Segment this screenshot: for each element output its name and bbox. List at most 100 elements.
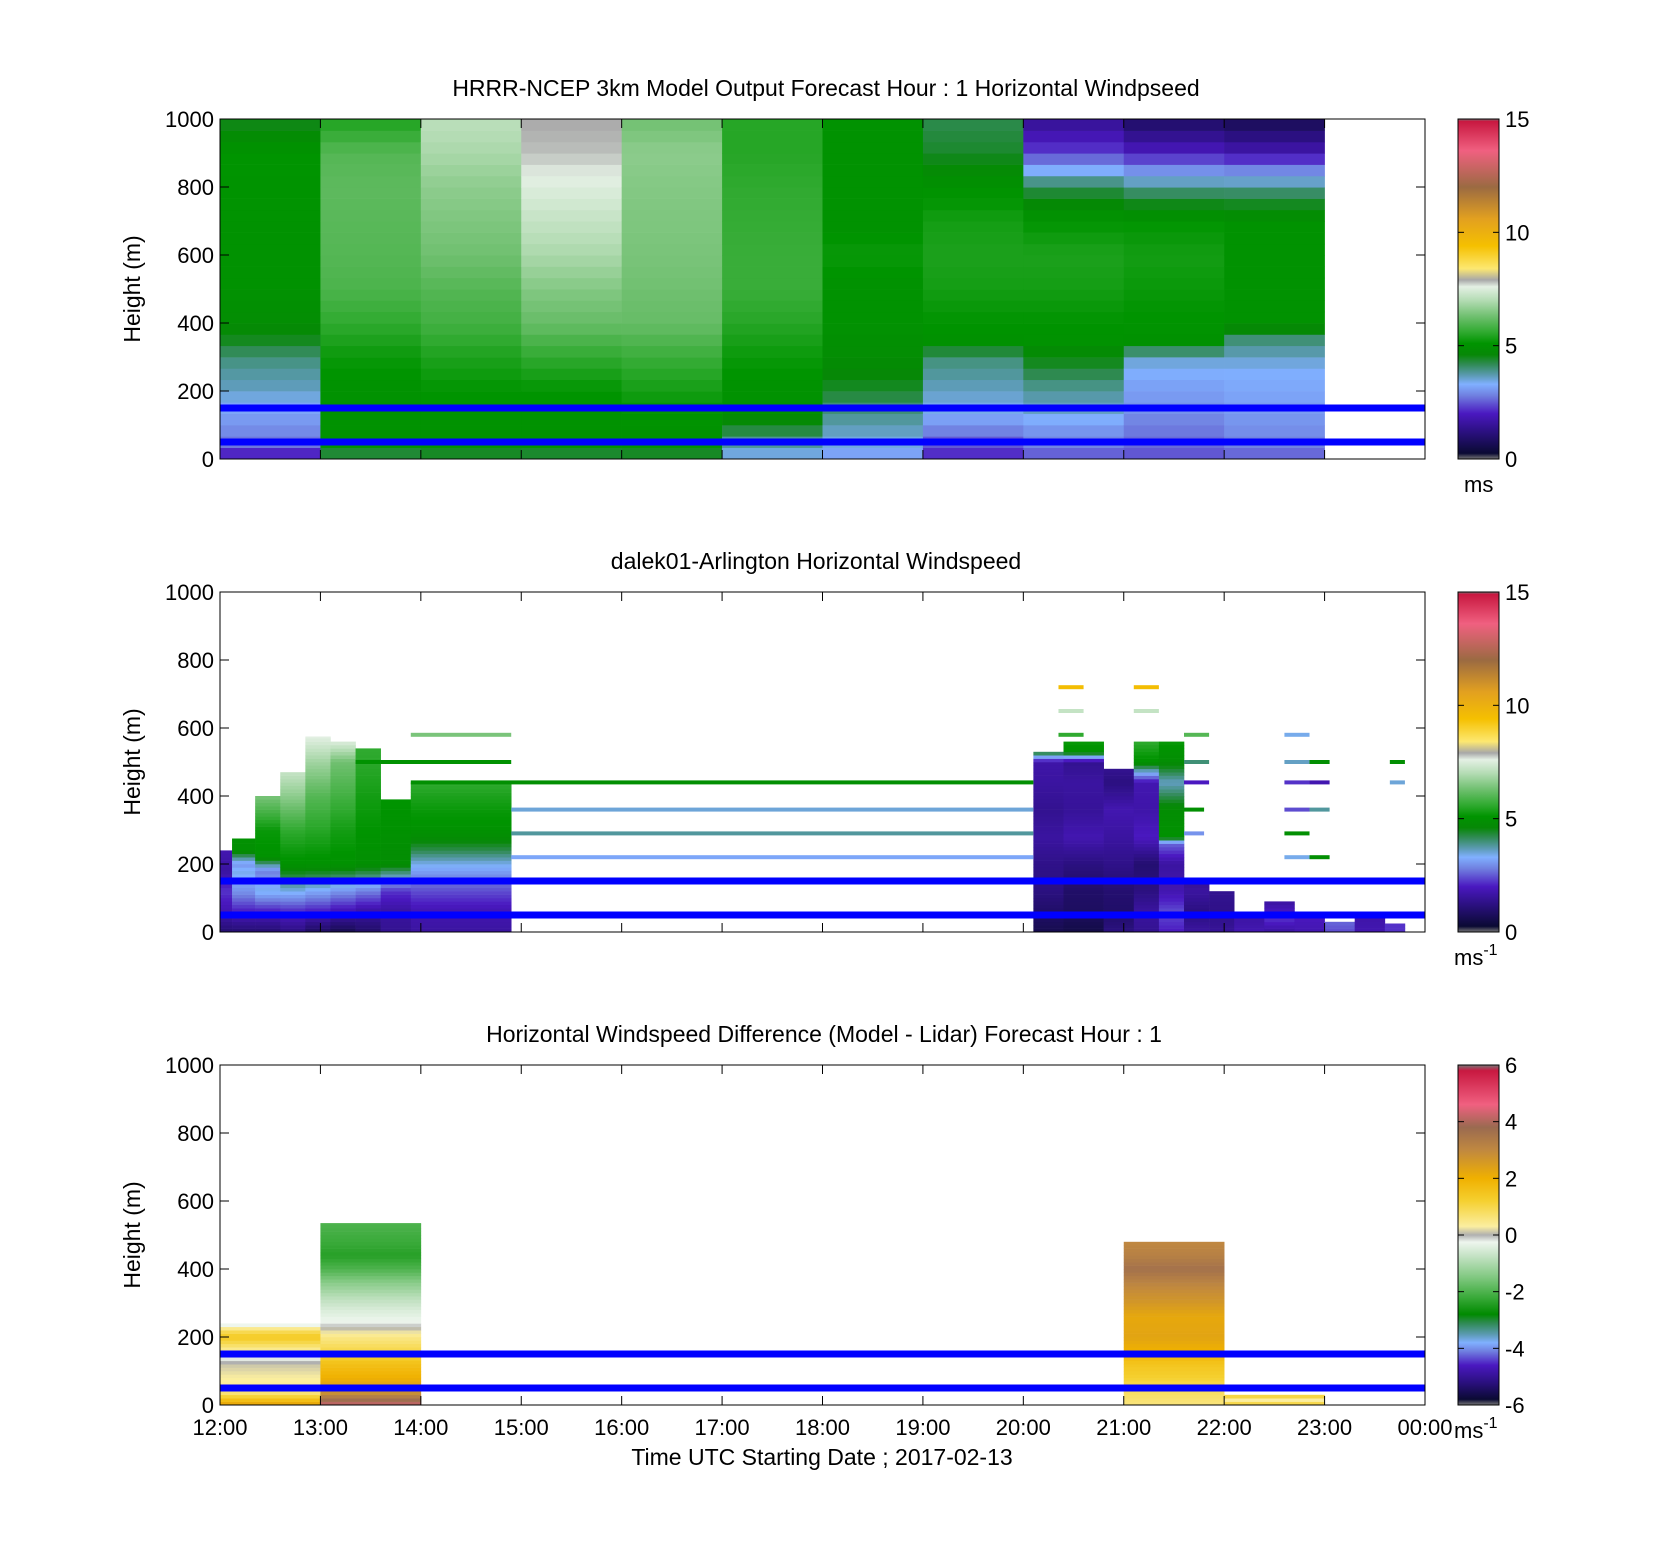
data-cell [330,768,356,773]
data-cell [330,806,356,810]
data-cell [305,816,331,821]
data-cell [355,884,381,889]
data-cell [922,153,1024,165]
data-cell [1133,768,1160,773]
data-cell [320,1224,422,1229]
data-cell [220,1381,321,1385]
data-cell [1123,357,1225,369]
data-cell [220,1394,321,1399]
data-cell [1158,901,1185,906]
colorbar-tick-label: 10 [1505,693,1529,718]
data-cell [220,198,321,211]
x-tick-label: 20:00 [996,1415,1051,1440]
data-cell [1103,894,1135,899]
data-cell [822,187,924,199]
colorbar-tick-label: 0 [1505,1223,1517,1248]
x-tick-label: 19:00 [895,1415,950,1440]
data-cell [320,425,422,437]
panel-difference-colorbar: -6 -4 -2 0 2 4 6 ms-1 [1454,1053,1525,1443]
data-cell [1123,1357,1225,1362]
y-tick-label: 600 [177,1189,214,1214]
data-cell [220,379,321,392]
data-column [1224,119,1325,460]
data-cell [1063,751,1104,756]
data-cell [380,918,412,923]
panel-lidar-colorbar: 0 5 10 15 ms-1 [1454,580,1529,970]
data-cell [1103,853,1135,858]
data-cell [1103,904,1135,909]
y-tick-label: 800 [177,1121,214,1146]
data-cell [1123,1333,1225,1338]
data-cell [220,175,321,188]
data-column [1063,741,1104,933]
data-cell [1023,289,1125,301]
data-cell [621,255,723,267]
data-cell [1133,765,1160,770]
data-cell [1123,1337,1225,1341]
data-column [280,772,306,933]
data-cell [1103,772,1135,776]
data-cell [1063,782,1104,787]
data-cell [305,796,331,800]
data-cell [1103,898,1135,902]
data-cell [220,857,233,861]
data-column [621,119,723,460]
data-cell [255,921,281,926]
data-cell [305,830,331,834]
data-cell [305,806,331,810]
data-cell [922,311,1024,324]
data-cell [1063,887,1104,892]
data-cell [1033,758,1064,763]
data-cell [1158,836,1185,841]
data-cell [355,894,381,899]
data-cell [330,908,356,912]
data-cell [1033,847,1064,851]
data-cell [1158,843,1185,848]
data-cell [722,187,823,199]
data-cell [521,175,622,188]
data-cell [1133,891,1160,895]
data-cell [220,232,321,245]
data-streak [1309,780,1330,785]
data-cell [1224,1401,1325,1406]
data-cell [1133,867,1160,872]
data-cell [410,853,512,858]
data-cell [1264,921,1295,926]
data-cell [1123,1371,1225,1375]
data-cell [410,857,512,861]
data-cell [232,925,256,929]
data-cell [305,736,331,739]
data-cell [1294,918,1325,923]
data-cell [822,175,924,188]
data-cell [822,243,924,256]
data-cell [355,796,381,800]
data-streak [1133,685,1159,690]
data-cell [1123,1330,1225,1334]
data-cell [1133,782,1160,787]
data-cell [410,843,512,848]
data-cell [922,266,1024,279]
data-cell [722,209,823,222]
data-cell [220,904,233,909]
data-cell [232,853,256,858]
data-cell [1133,864,1160,868]
data-cell [521,345,622,358]
data-cell [1123,1309,1225,1314]
data-cell [822,413,924,426]
data-cell [320,1391,422,1396]
data-cell [1133,925,1160,929]
data-cell [255,813,281,817]
data-cell [1023,175,1125,188]
data-cell [320,255,422,267]
data-cell [420,323,522,335]
data-cell [380,826,412,831]
data-cell [305,745,331,749]
data-cell [232,891,256,895]
panel-difference-cells [220,1223,1325,1406]
data-cell [1133,792,1160,797]
data-cell [280,775,306,780]
data-cell [220,860,233,865]
data-cell [621,130,723,143]
data-cell [1133,860,1160,865]
data-cell [220,928,233,933]
